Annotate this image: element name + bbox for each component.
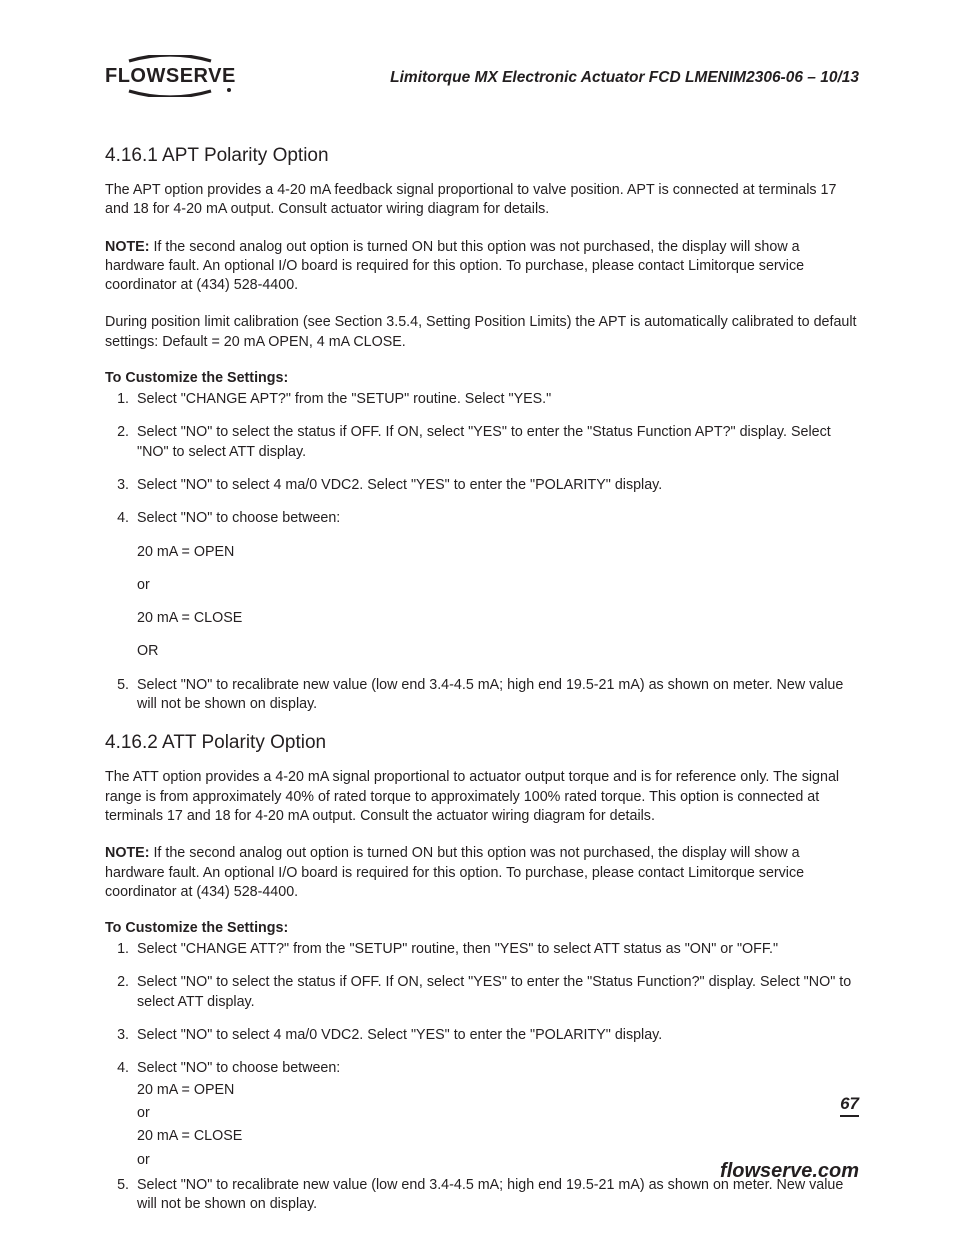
note-body: If the second analog out option is turne… [105, 239, 804, 294]
s2-step-2: Select "NO" to select the status if OFF.… [133, 973, 859, 1012]
s1-step-1: Select "CHANGE APT?" from the "SETUP" ro… [133, 390, 859, 409]
s2-step-4-opt2: 20 mA = CLOSE [137, 1127, 859, 1146]
s1-step-3: Select "NO" to select 4 ma/0 VDC2. Selec… [133, 476, 859, 495]
document-id: Limitorque MX Electronic Actuator FCD LM… [390, 69, 859, 87]
note-label: NOTE: [105, 845, 149, 861]
s1-step-4-opt2: 20 mA = CLOSE [137, 609, 859, 628]
footer-url: flowserve.com [720, 1160, 859, 1183]
s2-step-4-options: 20 mA = OPEN or 20 mA = CLOSE or [137, 1081, 859, 1170]
section-4-16-2-title: 4.16.2 ATT Polarity Option [105, 732, 859, 754]
s1-step-4-options: 20 mA = OPEN or 20 mA = CLOSE OR [137, 543, 859, 662]
flowserve-logo: FLOWSERVE [105, 55, 235, 97]
s1-step-4-or1: or [137, 576, 859, 595]
s1-para-3: During position limit calibration (see S… [105, 313, 859, 352]
note-body: If the second analog out option is turne… [105, 845, 804, 900]
s1-step-2: Select "NO" to select the status if OFF.… [133, 423, 859, 462]
s2-step-4-opt1: 20 mA = OPEN [137, 1081, 859, 1100]
s2-note: NOTE: If the second analog out option is… [105, 844, 859, 902]
logo-text: FLOWSERVE [105, 65, 235, 87]
s2-step-4-or1: or [137, 1104, 859, 1123]
s2-customize-heading: To Customize the Settings: [105, 920, 859, 936]
s1-customize-heading: To Customize the Settings: [105, 370, 859, 386]
s2-para-1: The ATT option provides a 4-20 mA signal… [105, 768, 859, 826]
page-header: FLOWSERVE Limitorque MX Electronic Actua… [105, 55, 859, 97]
note-label: NOTE: [105, 239, 149, 255]
s1-note: NOTE: If the second analog out option is… [105, 238, 859, 296]
s1-step-4-or2: OR [137, 642, 859, 661]
s2-step-1: Select "CHANGE ATT?" from the "SETUP" ro… [133, 940, 859, 959]
s2-step-4: Select "NO" to choose between: 20 mA = O… [133, 1059, 859, 1169]
page-number: 67 [840, 1094, 859, 1117]
s1-step-4-lead: Select "NO" to choose between: [137, 510, 340, 526]
s1-para-1: The APT option provides a 4-20 mA feedba… [105, 181, 859, 220]
s2-step-4-lead: Select "NO" to choose between: [137, 1060, 340, 1076]
s2-step-3: Select "NO" to select 4 ma/0 VDC2. Selec… [133, 1026, 859, 1045]
s1-step-5: Select "NO" to recalibrate new value (lo… [133, 676, 859, 715]
section-4-16-1-title: 4.16.1 APT Polarity Option [105, 145, 859, 167]
s1-step-4: Select "NO" to choose between: 20 mA = O… [133, 509, 859, 661]
s1-steps: Select "CHANGE APT?" from the "SETUP" ro… [105, 390, 859, 714]
s1-step-4-opt1: 20 mA = OPEN [137, 543, 859, 562]
